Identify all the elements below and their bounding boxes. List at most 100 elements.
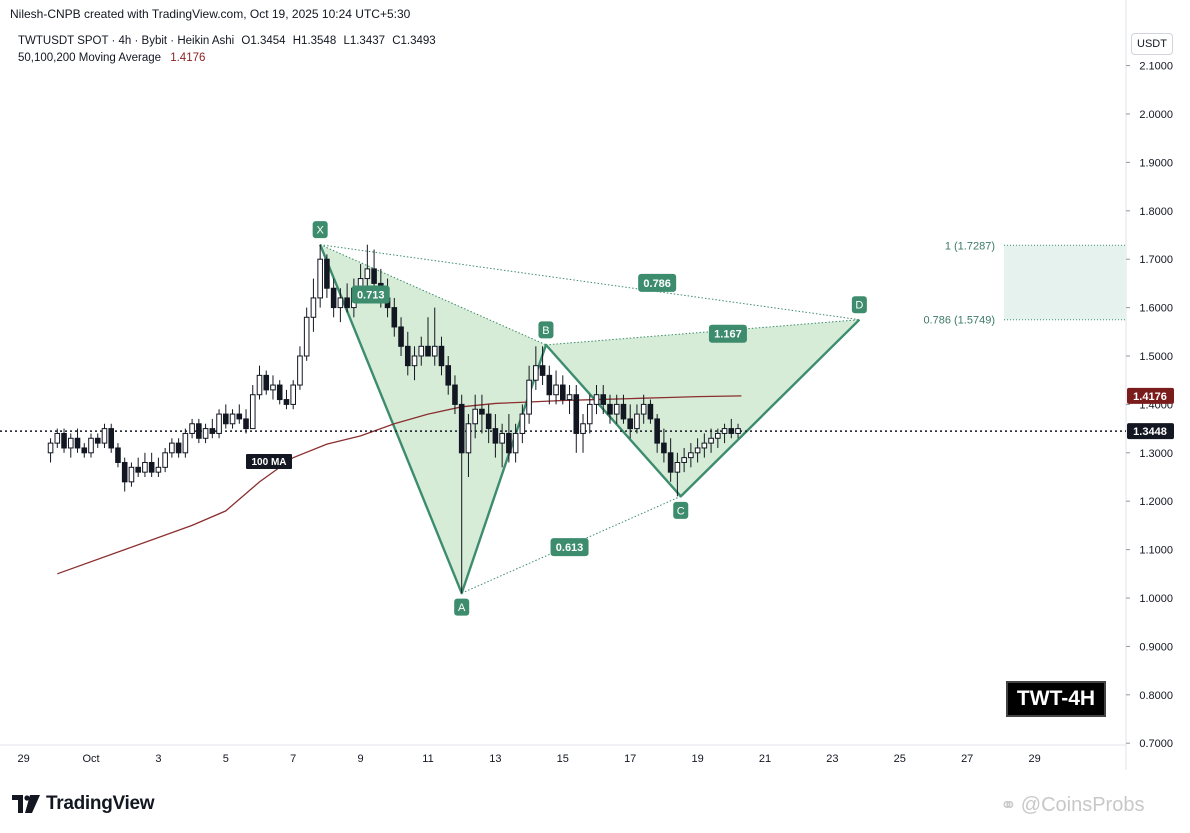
x-tick-label: 7 <box>290 753 296 765</box>
candle <box>283 389 290 410</box>
candle-body <box>438 345 445 367</box>
moving-average: 100 MA <box>0 395 1126 575</box>
tradingview-logo-text: TradingView <box>46 793 155 814</box>
y-tick-label: 1.1000 <box>1139 545 1173 557</box>
candle-body <box>283 399 290 405</box>
tradingview-logo[interactable]: TradingView <box>12 793 155 815</box>
candle-body <box>229 413 236 425</box>
candle-body <box>88 437 94 454</box>
candle-body <box>344 297 350 309</box>
ohlc-open: O1.3454 <box>241 35 286 47</box>
candle <box>391 297 398 337</box>
ratio-label-text: 0.786 <box>643 278 671 290</box>
target-zone-low-label: 0.786 (1.5749) <box>923 315 995 327</box>
x-tick-label: Oct <box>82 753 99 765</box>
candle <box>61 428 67 453</box>
candle <box>67 433 74 458</box>
candle <box>209 418 216 439</box>
pattern-labels: X A B C D 0.713 0.786 1.167 0.613 <box>312 221 867 616</box>
ma-label-text: 100 MA <box>251 457 286 468</box>
candle <box>330 278 337 318</box>
candle-body <box>661 442 667 454</box>
candle-body <box>61 432 67 449</box>
candle-body <box>708 437 714 444</box>
candle <box>634 404 640 434</box>
indicator-legend[interactable]: 50,100,200 Moving Average 1.4176 <box>18 52 205 64</box>
candle-body <box>472 408 478 425</box>
candle-body <box>404 345 411 367</box>
candle <box>506 414 512 463</box>
candle-body <box>492 428 499 444</box>
candle-body <box>223 413 229 425</box>
point-label-bg <box>673 501 689 519</box>
y-tick-label: 2.1000 <box>1139 61 1173 73</box>
candle <box>701 433 708 458</box>
currency-button[interactable]: USDT <box>1131 33 1173 55</box>
candle <box>573 385 580 453</box>
candle-body <box>721 428 728 434</box>
candle-body <box>640 403 647 415</box>
candle <box>202 423 209 444</box>
ohlc-close: C1.3493 <box>392 35 436 47</box>
point-label-b: B <box>538 321 554 339</box>
candle-body <box>249 394 256 430</box>
candle <box>566 385 573 415</box>
candle <box>735 423 741 439</box>
candle-body <box>627 418 634 430</box>
candle-body <box>654 418 660 444</box>
candle-body <box>620 403 627 420</box>
candle-body <box>546 374 553 396</box>
ratio-label: 0.613 <box>550 538 589 557</box>
x-tick-label: 13 <box>489 753 501 765</box>
candle <box>411 346 418 381</box>
ma-price-badge: 1.4176 <box>1127 387 1174 404</box>
symbol-line: TWTUSDT SPOT · 4h · Bybit · Heikin Ashi <box>18 35 235 47</box>
last-price-badge-text: 1.3448 <box>1133 426 1167 438</box>
ma-label: 100 MA <box>246 454 292 469</box>
candle-body <box>189 423 195 434</box>
candle-body <box>94 437 101 444</box>
candle-body <box>573 394 580 434</box>
ma-label-bg <box>246 454 292 469</box>
candle <box>539 346 546 386</box>
ma-value: 1.4176 <box>170 52 206 64</box>
candle-body <box>735 428 741 434</box>
price-axis: 0.7000 0.8000 0.9000 1.0000 1.1000 1.2000 1.30… <box>1126 61 1174 750</box>
candle <box>317 244 323 308</box>
candle <box>533 346 539 390</box>
y-tick-label: 0.9000 <box>1139 641 1173 653</box>
candle-body <box>128 466 135 483</box>
candle-body <box>142 461 148 473</box>
candle <box>54 428 61 448</box>
candle-body <box>512 432 519 454</box>
symbol-info[interactable]: TWTUSDT SPOT · 4h · Bybit · Heikin Ashi … <box>18 35 436 47</box>
point-label-bg <box>538 321 554 339</box>
candle-body <box>701 442 708 449</box>
y-tick-label: 1.7000 <box>1139 254 1173 266</box>
candle <box>613 394 620 424</box>
point-label-bg <box>454 598 470 616</box>
candle-body <box>674 461 681 473</box>
last-price-badge: 1.3448 <box>1127 423 1174 440</box>
candle <box>155 457 162 477</box>
point-label-text: A <box>458 602 466 614</box>
candle <box>223 404 229 429</box>
ma-price-badge-bg <box>1127 387 1174 404</box>
x-tick-label: 3 <box>155 753 161 765</box>
candle-body <box>613 403 620 415</box>
candle-body <box>526 379 532 415</box>
candle <box>364 244 371 294</box>
candle-body <box>371 268 377 284</box>
candle <box>108 423 115 453</box>
candle <box>189 418 195 439</box>
candle <box>243 409 249 434</box>
point-label-d: D <box>851 296 867 314</box>
candle-body <box>593 394 600 405</box>
candle-body <box>47 442 54 454</box>
candle <box>398 317 404 356</box>
candles <box>47 244 741 594</box>
candle-body <box>667 452 674 473</box>
candle <box>182 428 189 458</box>
candle <box>654 414 660 453</box>
